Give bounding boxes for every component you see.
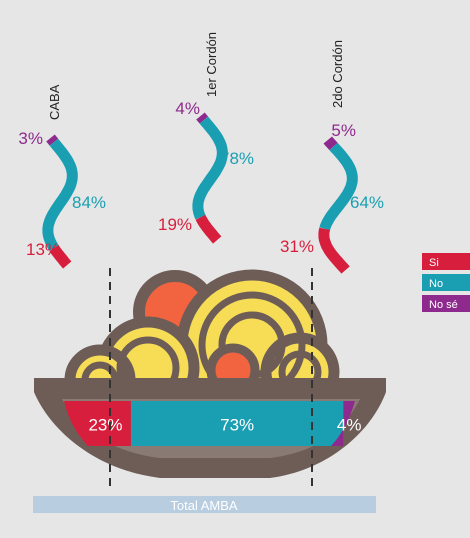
stream-1: 3% 84% 13% CABA: [18, 84, 106, 269]
stream-segment-no: [42, 138, 78, 251]
stream-segment-si: [318, 227, 350, 274]
legend-swatch: [422, 253, 470, 270]
total-value-label-nose: 4%: [337, 416, 362, 435]
legend-label: No sé: [429, 299, 458, 311]
label-si: 19%: [158, 215, 192, 234]
label-si: 31%: [280, 237, 314, 256]
category-label: CABA: [47, 84, 62, 120]
legend-item: No sé: [422, 295, 470, 312]
stream-segment-nose: [46, 134, 59, 146]
legend-label: No: [429, 278, 443, 290]
stream-segment-no: [192, 116, 228, 220]
category-label: 1er Cordón: [204, 32, 219, 97]
total-value-label-no: 73%: [220, 416, 254, 435]
label-no: 78%: [220, 149, 254, 168]
total-segment-nose: [331, 401, 355, 446]
total-stacked-bar: 23% 73% 4%: [64, 401, 361, 446]
total-value-label-si: 23%: [88, 416, 122, 435]
legend: Si No No sé: [422, 253, 470, 312]
label-no: 64%: [350, 193, 384, 212]
label-si: 13%: [26, 240, 60, 259]
stream-2: 4% 78% 19% 1er Cordón: [158, 32, 254, 244]
label-nose: 5%: [331, 121, 356, 140]
legend-swatch: [422, 295, 470, 312]
legend-label: Si: [429, 257, 439, 269]
stream-3: 5% 64% 31% 2do Cordón: [280, 40, 384, 274]
total-bar: [33, 496, 376, 513]
legend-item: No: [422, 274, 470, 291]
total-segment-no: [130, 401, 344, 446]
stream-segment-si: [195, 214, 222, 244]
total-segment-si: [64, 401, 131, 446]
spaghetti-plate-illustration: [34, 269, 386, 478]
steam-streams: 3% 84% 13% CABA 4% 78% 19% 1er Cordón 5% 64% 31% 2d…: [18, 32, 384, 274]
legend-swatch: [422, 274, 470, 291]
total-label: Total AMBA: [170, 498, 238, 513]
category-label: 2do Cordón: [330, 40, 345, 108]
stream-segment-nose: [323, 136, 338, 151]
label-no: 84%: [72, 193, 106, 212]
label-nose: 4%: [175, 99, 200, 118]
stream-segment-si: [49, 245, 72, 269]
stream-segment-nose: [196, 112, 209, 124]
legend-item: Si: [422, 253, 470, 270]
label-nose: 3%: [18, 129, 43, 148]
stream-segment-no: [319, 142, 358, 231]
